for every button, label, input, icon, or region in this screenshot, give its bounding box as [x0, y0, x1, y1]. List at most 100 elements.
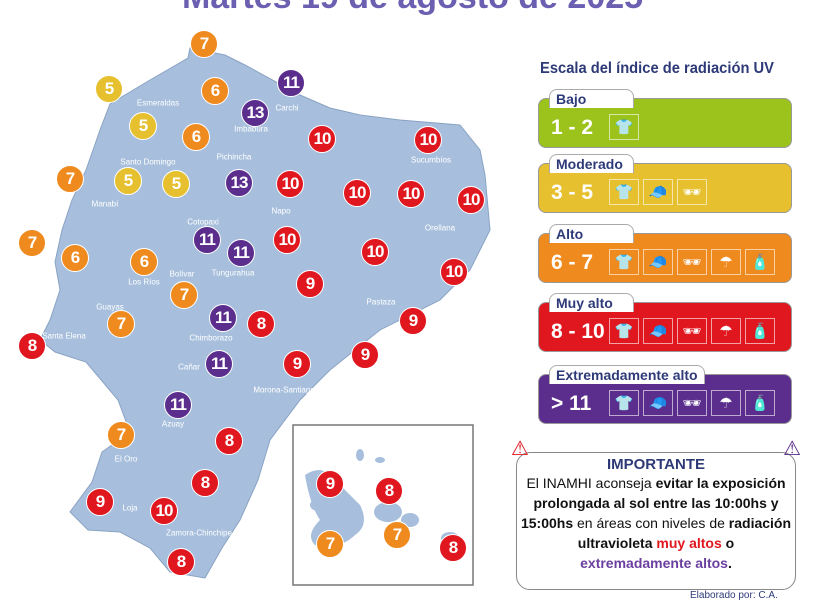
level-name: Bajo: [549, 89, 634, 108]
shirt-icon: 👕: [609, 179, 639, 205]
uv-index-marker: 7: [316, 530, 344, 558]
uv-index-marker: 6: [182, 123, 210, 151]
uv-index-marker: 8: [167, 548, 195, 576]
uv-index-marker: 9: [86, 488, 114, 516]
uv-index-marker: 9: [283, 350, 311, 378]
uv-index-marker: 8: [18, 332, 46, 360]
uv-index-marker: 5: [95, 75, 123, 103]
uv-index-marker: 7: [107, 421, 135, 449]
province-label: Napo: [271, 206, 291, 216]
uv-index-marker: 10: [343, 179, 371, 207]
warning-bold: evitar la exposición prolongada al sol e…: [520, 475, 786, 531]
province-label: Pastaza: [366, 297, 396, 307]
province-label: El Oro: [114, 454, 138, 464]
uv-index-marker: 11: [205, 350, 233, 378]
warning-box: ⚠ ⚠ IMPORTANTE El INAMHI aconseja evitar…: [511, 439, 801, 590]
uv-index-marker: 8: [247, 310, 275, 338]
sunscreen-icon: 🧴: [745, 390, 775, 416]
uv-index-marker: 9: [316, 470, 344, 498]
province-label: Azuay: [161, 419, 185, 429]
uv-index-marker: 7: [56, 165, 84, 193]
level-range: 3 - 5: [551, 181, 594, 204]
province-label: Los Ríos: [128, 277, 160, 287]
page-title: Martes 19 de agosto de 2025: [0, 0, 825, 17]
uv-index-marker: 10: [308, 125, 336, 153]
province-label: Pichincha: [216, 152, 252, 162]
uv-index-marker: 5: [129, 112, 157, 140]
shirt-icon: 👕: [609, 249, 639, 275]
level-range: 1 - 2: [551, 116, 594, 139]
sunscreen-icon: 🧴: [745, 249, 775, 275]
province-label: Esmeraldas: [136, 98, 180, 108]
province-label: Sucumbíos: [410, 155, 452, 165]
province-label: Guayas: [96, 302, 124, 312]
uv-level-1: Moderado 3 - 5 👕 🧢 🕶: [538, 154, 792, 213]
province-label: Tungurahua: [211, 268, 255, 278]
province-label: Santa Elena: [42, 331, 86, 341]
warning-purple: extremadamente altos: [580, 555, 728, 571]
uv-index-marker: 10: [150, 497, 178, 525]
warning-text: en áreas con niveles de: [573, 515, 729, 531]
sunglasses-icon: 🕶: [677, 179, 707, 205]
warning-triangle-icon: ⚠: [783, 438, 801, 460]
uv-index-marker: 9: [399, 307, 427, 335]
cap-icon: 🧢: [643, 179, 673, 205]
uv-index-marker: 10: [457, 186, 485, 214]
level-name: Alto: [549, 224, 634, 243]
uv-index-marker: 10: [414, 126, 442, 154]
level-range: > 11: [551, 392, 592, 415]
uv-index-marker: 8: [215, 427, 243, 455]
uv-index-marker: 10: [276, 170, 304, 198]
province-label: Morona-Santiago: [253, 385, 315, 395]
sunscreen-icon: 🧴: [745, 318, 775, 344]
uv-index-marker: 10: [440, 258, 468, 286]
province-label: Carchi: [275, 103, 299, 113]
uv-level-2: Alto 6 - 7 👕 🧢 🕶 ☂ 🧴: [538, 224, 792, 283]
uv-index-marker: 9: [296, 270, 324, 298]
cap-icon: 🧢: [643, 318, 673, 344]
province-label: Imbabura: [234, 124, 268, 134]
uv-index-marker: 6: [61, 244, 89, 272]
level-name: Moderado: [549, 154, 634, 173]
warning-text: El INAMHI aconseja: [526, 475, 656, 491]
uv-scale-title: Escala del índice de radiación UV: [540, 60, 774, 77]
province-label: Loja: [122, 503, 138, 513]
uv-index-marker: 7: [383, 521, 411, 549]
uv-index-marker: 6: [201, 77, 229, 105]
province-label: Chimborazo: [189, 333, 233, 343]
shirt-icon: 👕: [609, 390, 639, 416]
credit: Elaborado por: C.A.: [690, 590, 778, 601]
level-range: 6 - 7: [551, 251, 594, 274]
warning-heading: IMPORTANTE: [606, 456, 706, 473]
uv-index-marker: 8: [375, 477, 403, 505]
warning-red: muy altos: [656, 535, 722, 551]
shirt-icon: 👕: [609, 318, 639, 344]
umbrella-icon: ☂: [711, 249, 741, 275]
level-name: Extremadamente alto: [549, 365, 705, 384]
uv-index-marker: 7: [190, 30, 218, 58]
uv-index-marker: 11: [227, 239, 255, 267]
shirt-icon: 👕: [609, 114, 639, 140]
uv-index-marker: 8: [439, 534, 467, 562]
uv-index-marker: 6: [130, 248, 158, 276]
warning-text: .: [727, 555, 732, 571]
province-label: Cotopaxi: [187, 217, 219, 227]
uv-index-marker: 11: [193, 226, 221, 254]
umbrella-icon: ☂: [711, 318, 741, 344]
uv-index-marker: 10: [361, 238, 389, 266]
province-label: Manabí: [91, 199, 119, 209]
uv-index-marker: 13: [225, 169, 253, 197]
uv-index-marker: 13: [241, 99, 269, 127]
uv-index-marker: 8: [191, 469, 219, 497]
province-label: Zamora-Chinchipe: [166, 528, 232, 538]
sunglasses-icon: 🕶: [677, 390, 707, 416]
province-label: Orellana: [424, 223, 456, 233]
uv-index-marker: 9: [351, 341, 379, 369]
sunglasses-icon: 🕶: [677, 249, 707, 275]
uv-index-marker: 11: [164, 391, 192, 419]
uv-index-marker: 10: [397, 180, 425, 208]
warning-bold: radiación ultravioleta: [577, 515, 792, 551]
level-name: Muy alto: [549, 293, 634, 312]
warning-text: o: [721, 535, 735, 551]
uv-index-marker: 5: [162, 170, 190, 198]
